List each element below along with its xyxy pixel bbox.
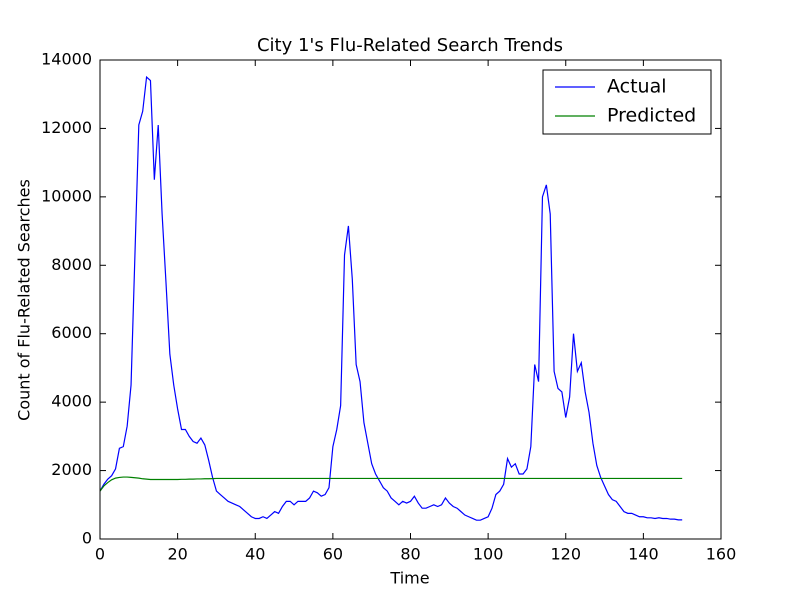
y-tick-label: 2000: [51, 460, 92, 479]
y-tick-label: 10000: [41, 186, 92, 205]
y-tick-label: 0: [82, 529, 92, 548]
plot-frame: [99, 59, 722, 540]
y-tick-label: 6000: [51, 323, 92, 342]
line: [99, 476, 683, 492]
x-axis-label: Time: [389, 569, 429, 588]
x-tick-label: 140: [628, 545, 659, 564]
legend-box: [542, 69, 712, 135]
x-tick-label: 100: [473, 545, 504, 564]
x-tick-label: 40: [245, 545, 265, 564]
x-tick-label: 80: [400, 545, 420, 564]
legend-label: Actual: [607, 76, 667, 98]
x-tick-label: 20: [167, 545, 187, 564]
y-axis-label: Count of Flu-Related Searches: [15, 179, 34, 421]
x-tick-label: 0: [95, 545, 105, 564]
y-tick-label: 12000: [41, 118, 92, 137]
y-tick-label: 4000: [51, 392, 92, 411]
x-tick-label: 60: [323, 545, 343, 564]
x-tick-label: 120: [550, 545, 581, 564]
x-tick-label: 160: [706, 545, 737, 564]
chart-title: City 1's Flu-Related Search Trends: [257, 35, 563, 56]
legend-label: Predicted: [607, 105, 696, 127]
y-tick-label: 8000: [51, 255, 92, 274]
line: [99, 75, 683, 521]
y-tick-label: 14000: [41, 50, 92, 69]
